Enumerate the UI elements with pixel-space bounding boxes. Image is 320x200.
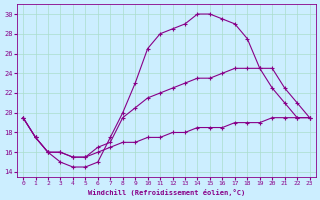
X-axis label: Windchill (Refroidissement éolien,°C): Windchill (Refroidissement éolien,°C) xyxy=(88,189,245,196)
